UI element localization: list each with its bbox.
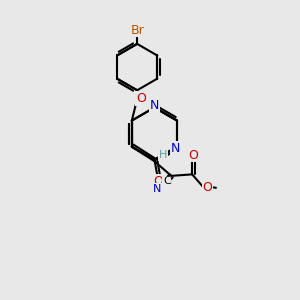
Text: O: O <box>202 181 212 194</box>
Text: O: O <box>154 175 164 188</box>
Text: N: N <box>153 184 161 194</box>
Text: N: N <box>171 142 180 155</box>
Text: C: C <box>163 176 171 186</box>
Text: O: O <box>136 92 146 105</box>
Text: H: H <box>159 150 167 160</box>
Text: O: O <box>188 148 198 162</box>
Text: Br: Br <box>130 24 144 37</box>
Text: N: N <box>150 99 159 112</box>
